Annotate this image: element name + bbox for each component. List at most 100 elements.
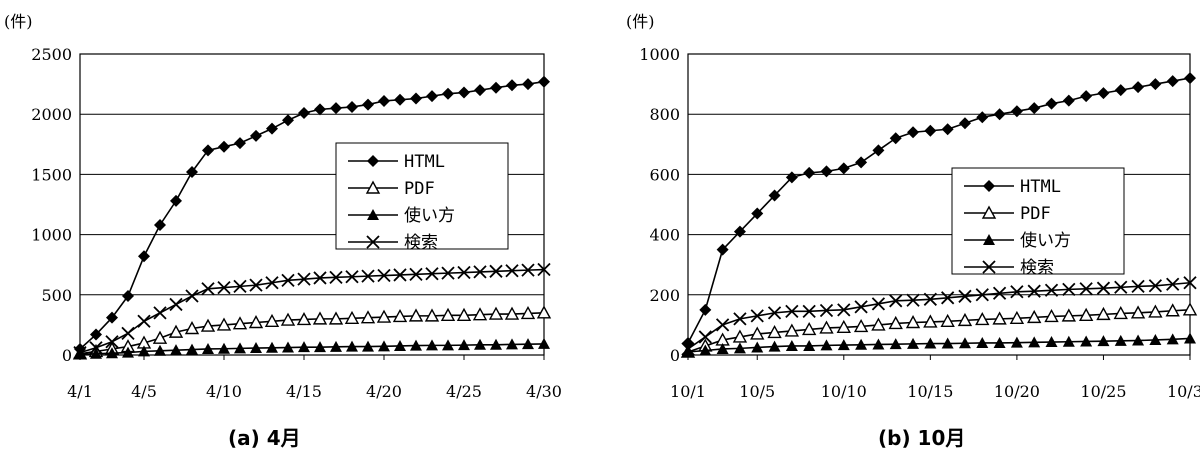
data-point xyxy=(1132,334,1145,346)
data-point xyxy=(266,341,278,353)
chart-panel-april: (件) 0 500 1000 1500 2000 2500 4/1 4/5 4/10 4/15 4/… xyxy=(4,12,562,450)
data-point xyxy=(393,268,407,282)
data-point xyxy=(266,122,278,135)
data-point xyxy=(184,321,200,335)
series-line xyxy=(687,309,1191,353)
data-point xyxy=(537,262,551,277)
data-point xyxy=(767,324,782,339)
data-point xyxy=(425,267,439,281)
data-point xyxy=(330,340,342,352)
data-point xyxy=(976,111,989,124)
data-point xyxy=(345,270,359,284)
series-triangle-open xyxy=(680,302,1198,358)
data-point xyxy=(490,81,502,94)
data-point xyxy=(282,114,294,127)
data-point xyxy=(768,340,781,352)
data-point xyxy=(490,338,502,350)
data-point xyxy=(522,338,534,350)
data-point xyxy=(346,100,358,113)
data-point xyxy=(106,347,118,359)
data-point xyxy=(218,140,230,153)
data-point xyxy=(169,297,183,312)
data-point xyxy=(682,345,694,357)
data-point xyxy=(442,339,454,351)
data-point xyxy=(905,315,921,329)
data-point xyxy=(681,342,695,356)
data-point xyxy=(1009,310,1025,324)
y-unit-label: (件) xyxy=(626,12,655,31)
data-point xyxy=(785,304,799,318)
data-point xyxy=(362,340,374,352)
data-point xyxy=(958,117,971,130)
data-point xyxy=(1097,87,1110,100)
data-point xyxy=(313,271,327,285)
x-tick-label: 4/10 xyxy=(206,382,242,401)
data-point xyxy=(1080,335,1093,347)
data-point xyxy=(170,194,182,207)
data-point xyxy=(392,309,408,323)
data-point xyxy=(234,342,246,354)
data-point xyxy=(1010,285,1024,299)
series-triangle-filled xyxy=(74,337,550,360)
x-tick-label: 10/25 xyxy=(1080,382,1126,401)
y-tick-label: 0 xyxy=(62,346,72,365)
legend-label: 使い方 xyxy=(1020,230,1071,251)
legend-marker xyxy=(982,260,996,274)
data-point xyxy=(1149,78,1162,91)
data-point xyxy=(456,307,472,321)
data-point xyxy=(538,75,550,88)
data-point xyxy=(264,313,280,327)
data-point xyxy=(426,90,438,103)
data-point xyxy=(248,315,264,329)
data-point xyxy=(506,79,518,92)
data-point xyxy=(733,342,746,354)
data-point xyxy=(751,341,764,353)
data-point xyxy=(328,311,344,325)
data-point xyxy=(819,320,834,334)
y-unit-label: (件) xyxy=(4,12,33,31)
data-point xyxy=(298,106,310,119)
data-point xyxy=(940,313,955,327)
data-point xyxy=(1132,81,1145,94)
legend-label: 検索 xyxy=(404,233,438,253)
data-point xyxy=(941,123,954,136)
data-point xyxy=(1114,280,1128,294)
data-point xyxy=(1028,102,1041,115)
data-point xyxy=(976,336,989,348)
chart-panel-october: (件) 0 200 400 600 800 1000 10/1 10/5 10/10 10/15 1… xyxy=(600,0,1200,459)
data-point xyxy=(872,144,885,157)
data-point xyxy=(473,265,487,279)
legend-marker xyxy=(366,235,380,249)
data-point xyxy=(975,312,990,326)
data-point xyxy=(854,300,868,314)
data-point xyxy=(871,317,886,331)
x-tick-label: 4/15 xyxy=(286,382,322,401)
data-point xyxy=(1114,84,1127,97)
x-tick-label: 10/30 xyxy=(1167,382,1200,401)
legend-label: 検索 xyxy=(1020,258,1054,278)
legend-marker xyxy=(367,209,379,220)
data-point xyxy=(472,307,488,321)
data-point xyxy=(1113,306,1128,320)
data-point xyxy=(716,243,729,256)
chart-caption: (a) 4月 xyxy=(228,426,301,450)
data-point xyxy=(923,314,938,328)
legend-marker xyxy=(983,234,995,245)
data-point xyxy=(1148,304,1163,318)
data-point xyxy=(426,339,438,351)
data-point xyxy=(378,340,390,352)
data-point xyxy=(837,339,850,351)
data-point xyxy=(732,329,748,343)
data-point xyxy=(216,317,232,331)
data-point xyxy=(924,337,937,349)
data-point xyxy=(474,84,486,97)
data-point xyxy=(186,343,198,355)
data-point xyxy=(1062,94,1075,107)
data-point xyxy=(802,304,816,318)
data-point xyxy=(992,311,1007,325)
data-point xyxy=(1166,277,1180,291)
data-point xyxy=(837,162,850,175)
data-point xyxy=(715,318,730,332)
data-point xyxy=(522,78,534,91)
chart-october: 0 200 400 600 800 1000 10/1 10/5 10/10 10/15 10/20… xyxy=(639,45,1200,401)
